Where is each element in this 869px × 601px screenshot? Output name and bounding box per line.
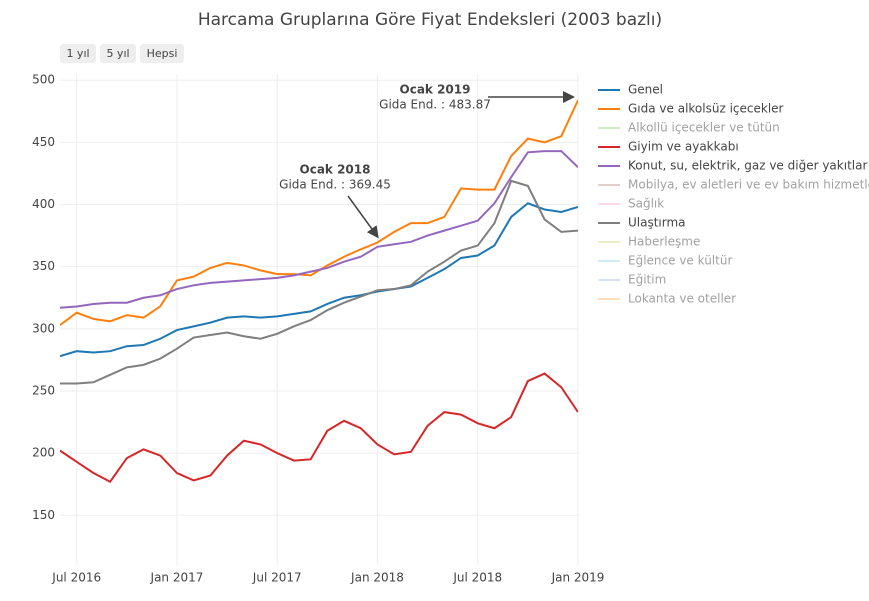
y-tick-label: 350 bbox=[32, 259, 55, 273]
legend-label[interactable]: Eğlence ve kültür bbox=[628, 254, 732, 268]
range-button-label[interactable]: 1 yıl bbox=[66, 47, 89, 60]
range-button[interactable] bbox=[100, 44, 136, 63]
y-tick-label: 450 bbox=[32, 135, 55, 149]
range-button[interactable] bbox=[60, 44, 96, 63]
y-tick-label: 300 bbox=[32, 321, 55, 335]
legend-label[interactable]: Eğitim bbox=[628, 273, 666, 287]
series-line bbox=[60, 372, 578, 484]
legend-label[interactable]: Konut, su, elektrik, gaz ve diğer yakıtl… bbox=[628, 159, 867, 173]
annotation-title: Ocak 2019 bbox=[400, 83, 471, 97]
annotation-text: Gida End. : 369.45 bbox=[279, 178, 391, 192]
y-tick-label: 150 bbox=[32, 508, 55, 522]
x-tick-label: Jan 2018 bbox=[350, 571, 404, 585]
legend-label[interactable]: Ulaştırma bbox=[628, 216, 686, 230]
legend-label[interactable]: Mobilya, ev aletleri ve ev bakım hizmetl… bbox=[628, 178, 869, 192]
x-tick-label: Jul 2017 bbox=[252, 571, 302, 585]
range-button-label[interactable]: Hepsi bbox=[147, 47, 178, 60]
chart-title: Harcama Gruplarına Göre Fiyat Endeksleri… bbox=[198, 10, 662, 30]
x-tick-label: Jan 2017 bbox=[150, 571, 204, 585]
legend-label[interactable]: Lokanta ve oteller bbox=[628, 292, 736, 306]
legend-label[interactable]: Giyim ve ayakkabı bbox=[628, 140, 739, 154]
x-tick-label: Jul 2018 bbox=[452, 571, 502, 585]
range-button[interactable] bbox=[140, 44, 184, 63]
legend-label[interactable]: Sağlık bbox=[628, 197, 664, 211]
y-tick-label: 400 bbox=[32, 197, 55, 211]
annotation-text: Gida End. : 483.87 bbox=[379, 98, 491, 112]
y-tick-label: 500 bbox=[32, 73, 55, 87]
y-tick-label: 250 bbox=[32, 383, 55, 397]
x-tick-label: Jul 2016 bbox=[51, 571, 101, 585]
legend-label[interactable]: Genel bbox=[628, 83, 663, 97]
annotation-arrow bbox=[347, 195, 379, 239]
annotation-title: Ocak 2018 bbox=[300, 163, 371, 177]
foreground: Ocak 2019 Gida End. : 483.87 Ocak 2018 G… bbox=[60, 44, 869, 306]
series-line bbox=[60, 150, 578, 309]
grid: 150 200 250 300 350 400 450 500 Jul 2016 Jan 2017… bbox=[32, 73, 604, 585]
series-line bbox=[60, 99, 578, 326]
plot-area bbox=[60, 99, 578, 484]
legend-label[interactable]: Gıda ve alkolsüz içecekler bbox=[628, 102, 784, 116]
series-line bbox=[60, 202, 578, 358]
legend-label[interactable]: Haberleşme bbox=[628, 235, 700, 249]
series-line bbox=[60, 179, 578, 385]
y-tick-label: 200 bbox=[32, 446, 55, 460]
legend-label[interactable]: Alkollü içecekler ve tütün bbox=[628, 121, 780, 135]
x-tick-label: Jan 2019 bbox=[551, 571, 605, 585]
range-button-label[interactable]: 5 yıl bbox=[106, 47, 129, 60]
